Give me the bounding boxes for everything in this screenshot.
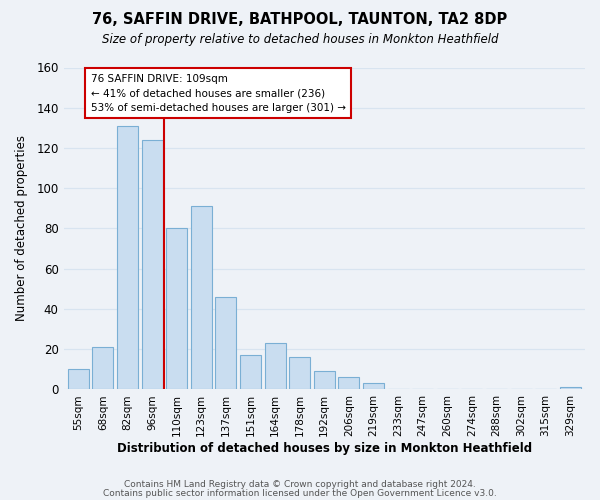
Text: Contains public sector information licensed under the Open Government Licence v3: Contains public sector information licen… xyxy=(103,488,497,498)
Bar xyxy=(215,297,236,390)
Bar xyxy=(191,206,212,390)
Bar xyxy=(142,140,163,390)
Text: 76, SAFFIN DRIVE, BATHPOOL, TAUNTON, TA2 8DP: 76, SAFFIN DRIVE, BATHPOOL, TAUNTON, TA2… xyxy=(92,12,508,28)
Bar xyxy=(314,372,335,390)
Y-axis label: Number of detached properties: Number of detached properties xyxy=(15,136,28,322)
Text: Contains HM Land Registry data © Crown copyright and database right 2024.: Contains HM Land Registry data © Crown c… xyxy=(124,480,476,489)
Bar xyxy=(92,347,113,390)
Bar xyxy=(166,228,187,390)
Text: Size of property relative to detached houses in Monkton Heathfield: Size of property relative to detached ho… xyxy=(102,32,498,46)
Bar xyxy=(560,388,581,390)
Bar xyxy=(338,378,359,390)
Bar xyxy=(68,370,89,390)
X-axis label: Distribution of detached houses by size in Monkton Heathfield: Distribution of detached houses by size … xyxy=(117,442,532,455)
Text: 76 SAFFIN DRIVE: 109sqm
← 41% of detached houses are smaller (236)
53% of semi-d: 76 SAFFIN DRIVE: 109sqm ← 41% of detache… xyxy=(91,74,346,113)
Bar xyxy=(289,358,310,390)
Bar xyxy=(240,356,261,390)
Bar xyxy=(363,384,384,390)
Bar xyxy=(117,126,138,390)
Bar xyxy=(265,343,286,390)
